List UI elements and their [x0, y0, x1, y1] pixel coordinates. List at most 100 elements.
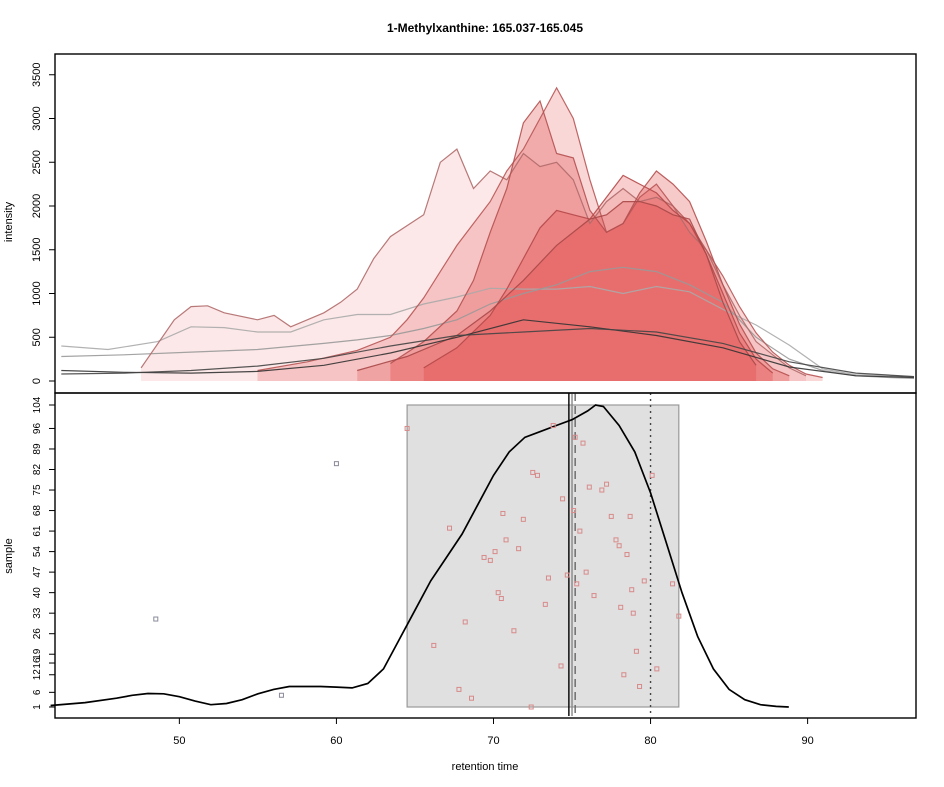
peak-area-fill — [257, 87, 823, 382]
sample-peak-point — [654, 666, 660, 672]
chromatogram-trace — [257, 86, 823, 379]
retention-time-tick-label: 80 — [644, 735, 656, 747]
sample-peak-point — [676, 613, 682, 619]
sample-peak-point — [574, 581, 580, 587]
retention-time-tick-label: 60 — [330, 735, 342, 747]
retention-time-axis-label: retention time — [452, 761, 519, 773]
chromatogram-trace — [61, 319, 915, 379]
sample-peak-point — [630, 610, 636, 616]
intensity-tick-label: 3000 — [31, 106, 43, 130]
sample-tick-label: 104 — [32, 396, 43, 413]
sample-peak-point — [534, 472, 540, 478]
chromatogram-trace — [61, 327, 915, 378]
chromatogram-trace — [423, 174, 774, 374]
retention-time-tick-label: 50 — [173, 735, 185, 747]
chromatogram-trace — [61, 266, 915, 379]
sample-peak-point — [431, 642, 437, 648]
peak-area-fill — [141, 149, 807, 381]
sample-peak-point — [516, 546, 522, 552]
sample-peak-point — [495, 590, 501, 596]
sample-peak-point — [550, 423, 556, 429]
sample-peak-point — [613, 537, 619, 543]
sample-peak-point — [629, 587, 635, 593]
intensity-tick-label: 3500 — [31, 63, 43, 87]
sample-peak-point — [447, 525, 453, 531]
sample-peak-point — [618, 604, 624, 610]
sample-panel-frame — [54, 392, 917, 719]
sample-tick-label: 6 — [32, 689, 43, 695]
sample-peak-point — [621, 672, 627, 678]
sample-peak-point — [404, 425, 410, 431]
sample-peak-point — [456, 686, 462, 692]
sample-peak-point — [520, 516, 526, 522]
chart-title: 1-Methylxanthine: 165.037-165.045 — [387, 21, 583, 35]
sample-peak-point — [577, 528, 583, 534]
sample-peak-point — [583, 569, 589, 575]
sample-peak-point — [542, 601, 548, 607]
sample-peak-point — [637, 683, 643, 689]
intensity-axis-label: intensity — [3, 201, 15, 242]
sample-peak-point — [599, 487, 605, 493]
sample-tick-label: 54 — [32, 546, 43, 558]
sample-tick-label: 68 — [32, 505, 43, 517]
sample-peak-point — [511, 628, 517, 634]
sample-peak-point — [670, 581, 676, 587]
sample-peak-point — [641, 578, 647, 584]
sample-peak-point — [545, 575, 551, 581]
intensity-tick-label: 2000 — [31, 194, 43, 218]
sample-peak-point — [616, 543, 622, 549]
sample-peak-point — [528, 704, 534, 710]
intensity-tick-label: 1500 — [31, 238, 43, 262]
retention-time-tick-label: 90 — [801, 735, 813, 747]
sample-peak-point — [278, 692, 284, 698]
sample-peak-point — [591, 593, 597, 599]
sample-peak-point — [333, 461, 339, 467]
intensity-panel: 0 500 1000 1500 2000 2500 3000 3500 intensity — [3, 53, 917, 394]
sample-tick-label: 33 — [32, 607, 43, 619]
sample-peak-point — [608, 513, 614, 519]
sample-peak-point — [462, 619, 468, 625]
sample-peak-point — [624, 552, 630, 558]
sample-peak-point — [481, 554, 487, 560]
sample-peak-point — [558, 663, 564, 669]
sample-peak-point — [580, 440, 586, 446]
sample-tick-label: 61 — [32, 525, 43, 537]
sample-tick-label: 75 — [32, 484, 43, 496]
peak-range-box — [406, 404, 680, 708]
sample-peak-point — [468, 695, 474, 701]
sample-peak-point — [604, 481, 610, 487]
sample-peak-point — [498, 596, 504, 602]
sample-tick-label: 47 — [32, 566, 43, 578]
density-curve — [50, 404, 789, 708]
sample-peak-point — [487, 557, 493, 563]
sample-tick-label: 40 — [32, 587, 43, 599]
sample-peak-point — [564, 572, 570, 578]
chromatogram-trace — [357, 201, 757, 372]
sample-peak-point — [560, 496, 566, 502]
sample-tick-label: 96 — [32, 423, 43, 435]
sample-peak-point — [153, 616, 159, 622]
intensity-tick-label: 0 — [31, 378, 43, 384]
sample-peak-point — [530, 469, 536, 475]
sample-tick-label: 82 — [32, 464, 43, 476]
intensity-tick-label: 2500 — [31, 150, 43, 174]
sample-peak-point — [633, 648, 639, 654]
intensity-tick-label: 500 — [31, 328, 43, 346]
sample-tick-label: 19 — [32, 648, 43, 660]
sample-peak-point — [649, 472, 655, 478]
sample-peak-point — [500, 510, 506, 516]
sample-peak-point — [503, 537, 509, 543]
sample-peak-point — [571, 508, 577, 514]
intensity-tick-label: 1000 — [31, 281, 43, 305]
sample-tick-label: 89 — [32, 443, 43, 455]
sample-peak-point — [586, 484, 592, 490]
sample-peak-point — [492, 549, 498, 555]
sample-axis-label: sample — [3, 538, 15, 573]
sample-peak-point — [627, 513, 633, 519]
peak-area-fill — [357, 201, 757, 381]
retention-time-tick-label: 70 — [487, 735, 499, 747]
sample-tick-label: 16 — [32, 657, 43, 669]
sample-tick-label: 1 — [32, 704, 43, 710]
